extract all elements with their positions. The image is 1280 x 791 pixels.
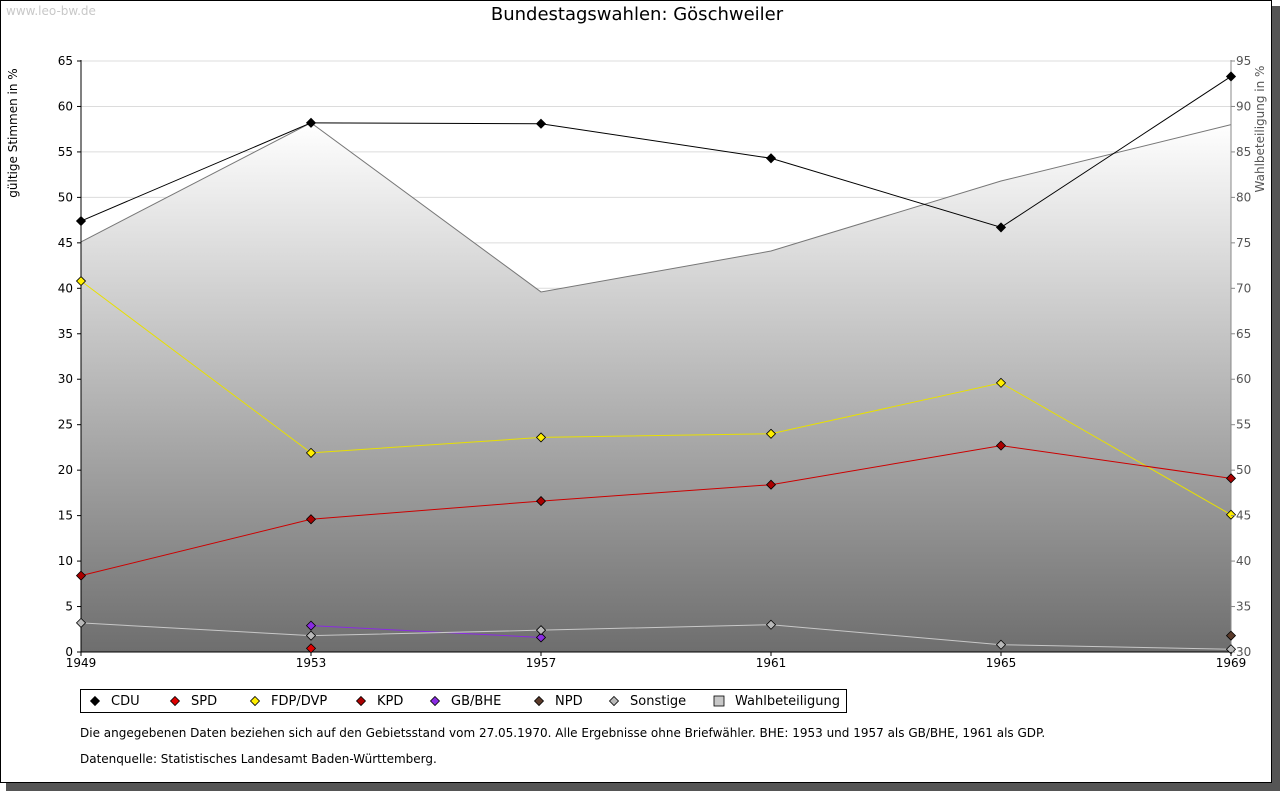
y2-tick-label: 85 [1236, 145, 1251, 159]
data-point-cdu [995, 222, 1007, 233]
data-point-gb-bhe [535, 632, 547, 643]
series-line-kpd [80, 445, 1232, 577]
legend: CDU SPD FDP/DVP KPD GB/BHE NPD Sonstige Wahlbet… [80, 689, 847, 713]
y2-tick-label: 55 [1236, 418, 1251, 432]
x-axis-ticks: 1949 1953 1957 1961 1965 1969 [66, 652, 1247, 670]
data-point-sonstige [995, 639, 1007, 650]
data-point-sonstige [765, 619, 777, 630]
turnout-area [80, 122, 1232, 652]
x-tick-label: 1965 [986, 656, 1017, 670]
y2-tick-label: 50 [1236, 463, 1251, 477]
legend-label: SPD [191, 694, 218, 709]
y-tick-label: 50 [58, 190, 73, 204]
y2-tick-label: 30 [1236, 645, 1251, 659]
y2-tick-label: 90 [1236, 99, 1251, 113]
data-point-kpd [535, 496, 547, 507]
y2-tick-label: 80 [1236, 190, 1251, 204]
legend-marker-kpd [355, 695, 367, 707]
x-tick-label: 1957 [526, 656, 557, 670]
legend-label: CDU [111, 694, 140, 709]
data-point-cdu [765, 153, 777, 164]
y2-tick-label: 75 [1236, 236, 1251, 250]
data-point-fdp-dvp [765, 428, 777, 439]
data-point-fdp-dvp [305, 447, 317, 458]
x-tick-label: 1969 [1216, 656, 1247, 670]
y-axis-left-ticks: 0 5 10 15 20 25 30 35 40 45 50 55 60 65 [58, 54, 81, 659]
data-point-kpd [75, 570, 87, 581]
legend-label: Wahlbeteiligung [735, 694, 841, 709]
data-point-kpd [305, 514, 317, 525]
y-tick-label: 35 [58, 327, 73, 341]
data-point-kpd [765, 479, 777, 490]
series-line-cdu [80, 76, 1232, 228]
y2-tick-label: 70 [1236, 281, 1251, 295]
data-point-sonstige [305, 630, 317, 641]
x-tick-label: 1961 [756, 656, 787, 670]
legend-marker-spd [169, 695, 181, 707]
data-point-sonstige [535, 625, 547, 636]
footnote: Die angegebenen Daten beziehen sich auf … [80, 726, 1046, 740]
legend-label: NPD [555, 694, 583, 709]
y2-tick-label: 40 [1236, 554, 1251, 568]
legend-marker-wahlbeteiligung [713, 695, 725, 707]
y-tick-label: 55 [58, 145, 73, 159]
y-axis-right-ticks: 30 35 40 45 50 55 60 65 70 75 80 85 90 95 [1231, 54, 1251, 659]
axes [80, 60, 1232, 653]
legend-marker-gb-bhe [429, 695, 441, 707]
data-point-kpd [995, 440, 1007, 451]
y-tick-label: 30 [58, 372, 73, 386]
y2-tick-label: 45 [1236, 509, 1251, 523]
y-tick-label: 5 [65, 600, 73, 614]
y-tick-label: 10 [58, 554, 73, 568]
turnout-line [80, 122, 1232, 293]
legend-label: GB/BHE [451, 694, 502, 709]
data-point-fdp-dvp [995, 377, 1007, 388]
legend-label: FDP/DVP [271, 694, 328, 709]
legend-marker-fdp-dvp [249, 695, 261, 707]
legend-label: Sonstige [630, 694, 687, 709]
x-tick-label: 1949 [66, 656, 97, 670]
legend-marker-npd [533, 695, 545, 707]
line-chart: Bundestagswahlen: Göschweiler 0 5 10 15 20 25… [6, 4, 1267, 670]
y-axis-right-title: Wahlbeteiligung in % [1253, 66, 1267, 193]
y-tick-label: 15 [58, 509, 73, 523]
series-line-sonstige [80, 622, 1232, 650]
series-line-gb-bhe [310, 625, 542, 638]
y-tick-label: 20 [58, 463, 73, 477]
data-point-gb-bhe [305, 620, 317, 631]
y-tick-label: 0 [65, 645, 73, 659]
chart-title: Bundestagswahlen: Göschweiler [491, 4, 784, 25]
y-tick-label: 45 [58, 236, 73, 250]
data-point-cdu [305, 117, 317, 128]
watermark: www.leo-bw.de [6, 4, 96, 18]
y2-tick-label: 65 [1236, 327, 1251, 341]
data-point-cdu [75, 215, 87, 227]
x-tick-label: 1953 [296, 656, 327, 670]
data-point-fdp-dvp [1225, 509, 1237, 520]
frame-shadow-bottom [6, 783, 1280, 791]
y2-tick-label: 95 [1236, 54, 1251, 68]
data-point-cdu [535, 118, 547, 129]
data-point-npd [1225, 630, 1237, 641]
data-point-kpd [1225, 473, 1237, 484]
legend-marker-sonstige [608, 695, 620, 707]
data-point-cdu [1225, 71, 1237, 82]
y-tick-label: 60 [58, 99, 73, 113]
data-point-fdp-dvp [75, 275, 87, 287]
y-axis-left-title: gültige Stimmen in % [6, 68, 20, 197]
y-tick-label: 40 [58, 281, 73, 295]
series-line-fdp-dvp [80, 280, 1232, 516]
frame-shadow-right [1272, 6, 1280, 791]
legend-marker-cdu [89, 695, 101, 707]
legend-label: KPD [377, 694, 404, 709]
data-point-sonstige [75, 617, 87, 628]
turnout-area-fill [81, 122, 1231, 652]
data-source: Datenquelle: Statistisches Landesamt Bad… [80, 752, 437, 766]
y2-tick-label: 60 [1236, 372, 1251, 386]
series-lines [80, 76, 1232, 650]
y2-tick-label: 35 [1236, 600, 1251, 614]
data-point-fdp-dvp [535, 432, 547, 443]
y-tick-label: 65 [58, 54, 73, 68]
y-tick-label: 25 [58, 418, 73, 432]
